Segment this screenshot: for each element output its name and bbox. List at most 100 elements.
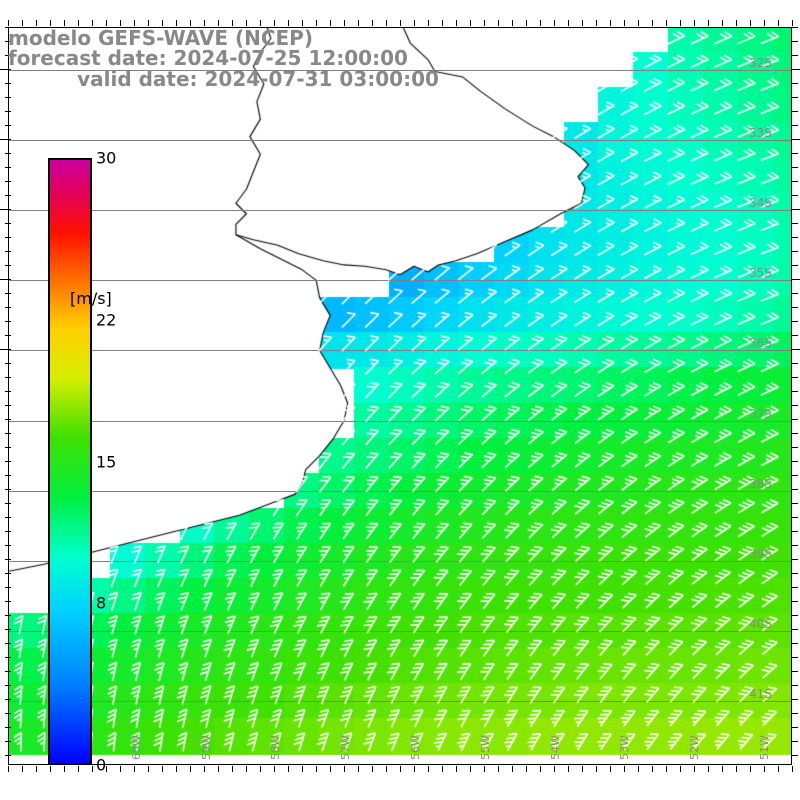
lat-label-41S: 41S bbox=[749, 686, 772, 701]
axis-tick bbox=[386, 766, 387, 772]
axis-tick bbox=[624, 766, 625, 772]
axis-tick bbox=[148, 20, 149, 26]
axis-tick bbox=[92, 766, 93, 772]
axis-tick bbox=[792, 363, 798, 364]
axis-tick bbox=[344, 766, 345, 772]
axis-tick bbox=[5, 181, 11, 182]
axis-tick bbox=[302, 20, 303, 26]
axis-ticks-bottom bbox=[8, 766, 793, 778]
axis-tick bbox=[5, 41, 11, 42]
axis-tick bbox=[106, 766, 107, 772]
lat-label-39S: 39S bbox=[749, 546, 772, 561]
axis-tick bbox=[792, 517, 798, 518]
axis-tick bbox=[5, 755, 11, 756]
axis-tick bbox=[330, 20, 331, 26]
map-plot-area[interactable]: 61W60W59W58W57W56W55W54W53W52W51W 32S33S… bbox=[8, 27, 792, 765]
axis-ticks-right bbox=[792, 27, 800, 765]
axis-tick bbox=[792, 475, 798, 476]
axis-tick bbox=[694, 20, 695, 26]
axis-tick bbox=[792, 41, 798, 42]
axis-tick bbox=[484, 766, 485, 772]
axis-tick bbox=[5, 363, 11, 364]
axis-tick bbox=[652, 766, 653, 772]
axis-tick bbox=[792, 755, 798, 756]
axis-tick bbox=[638, 766, 639, 772]
axis-tick bbox=[568, 766, 569, 772]
axis-tick bbox=[778, 20, 779, 26]
lon-label-60W: 60W bbox=[129, 735, 143, 760]
axis-tick bbox=[5, 251, 11, 252]
axis-tick bbox=[470, 766, 471, 772]
axis-tick bbox=[134, 766, 135, 772]
axis-tick bbox=[792, 629, 798, 630]
axis-ticks-top bbox=[8, 15, 793, 27]
axis-tick bbox=[22, 766, 23, 772]
lat-label-34S: 34S bbox=[749, 196, 772, 211]
axis-tick bbox=[792, 335, 798, 336]
axis-tick bbox=[358, 766, 359, 772]
axis-tick bbox=[736, 20, 737, 26]
axis-tick bbox=[666, 20, 667, 26]
lat-label-32S: 32S bbox=[749, 56, 772, 71]
axis-tick bbox=[5, 489, 11, 490]
axis-tick bbox=[5, 629, 11, 630]
axis-tick bbox=[50, 20, 51, 26]
axis-tick bbox=[582, 766, 583, 772]
axis-tick bbox=[78, 20, 79, 26]
axis-tick bbox=[50, 766, 51, 772]
axis-tick bbox=[568, 20, 569, 26]
axis-tick bbox=[232, 20, 233, 26]
axis-tick bbox=[792, 461, 798, 462]
axis-tick bbox=[0, 139, 11, 140]
lat-label-33S: 33S bbox=[749, 126, 772, 141]
axis-tick bbox=[204, 20, 205, 26]
axis-tick bbox=[442, 20, 443, 26]
axis-tick bbox=[5, 447, 11, 448]
axis-tick bbox=[792, 601, 798, 602]
lon-label-59W: 59W bbox=[199, 735, 213, 760]
axis-tick bbox=[0, 69, 11, 70]
axis-tick bbox=[372, 766, 373, 772]
axis-tick bbox=[526, 20, 527, 26]
axis-tick bbox=[5, 587, 11, 588]
axis-tick bbox=[792, 279, 800, 280]
axis-tick bbox=[204, 766, 205, 772]
axis-tick bbox=[792, 671, 798, 672]
axis-tick bbox=[5, 685, 11, 686]
axis-tick bbox=[5, 741, 11, 742]
axis-tick bbox=[638, 20, 639, 26]
axis-tick bbox=[666, 766, 667, 772]
axis-tick bbox=[5, 307, 11, 308]
axis-tick bbox=[400, 20, 401, 26]
axis-tick bbox=[512, 766, 513, 772]
axis-tick bbox=[680, 766, 681, 772]
axis-tick bbox=[792, 727, 798, 728]
axis-tick bbox=[750, 766, 751, 772]
axis-tick bbox=[498, 766, 499, 772]
axis-tick bbox=[5, 55, 11, 56]
axis-tick bbox=[5, 153, 11, 154]
axis-tick bbox=[792, 153, 798, 154]
axis-tick bbox=[176, 766, 177, 772]
axis-tick bbox=[302, 766, 303, 772]
axis-tick bbox=[5, 727, 11, 728]
axis-tick bbox=[134, 20, 135, 26]
axis-tick bbox=[792, 643, 798, 644]
axis-tick bbox=[792, 181, 798, 182]
axis-tick bbox=[624, 20, 625, 26]
axis-tick bbox=[8, 20, 9, 26]
axis-tick bbox=[792, 97, 798, 98]
axis-tick bbox=[610, 20, 611, 26]
axis-tick bbox=[148, 766, 149, 772]
axis-tick bbox=[764, 20, 765, 26]
axis-tick bbox=[792, 503, 798, 504]
axis-tick bbox=[5, 377, 11, 378]
axis-tick bbox=[5, 615, 11, 616]
axis-tick bbox=[5, 195, 11, 196]
lon-label-55W: 55W bbox=[478, 735, 492, 760]
colorbar-gradient bbox=[48, 158, 92, 765]
axis-tick bbox=[792, 307, 798, 308]
axis-tick bbox=[414, 20, 415, 26]
axis-tick bbox=[554, 20, 555, 26]
axis-tick bbox=[5, 517, 11, 518]
